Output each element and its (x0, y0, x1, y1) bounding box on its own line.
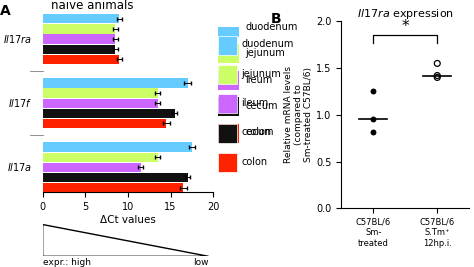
Bar (43, 99, 158, 108)
Bar (43, 78, 188, 88)
Bar (218, 153, 237, 172)
Bar (43, 152, 158, 162)
Text: colon: colon (246, 127, 272, 138)
Text: colon: colon (241, 157, 267, 167)
Bar (43, 45, 115, 54)
Text: duodenum: duodenum (246, 22, 298, 32)
Point (433, 73, 441, 78)
Text: jejunum: jejunum (241, 69, 281, 79)
Bar (43, 119, 166, 128)
Bar (43, 183, 183, 192)
FancyBboxPatch shape (218, 44, 239, 63)
Text: *: * (401, 18, 409, 33)
FancyBboxPatch shape (218, 71, 239, 90)
Text: low: low (193, 258, 209, 267)
Bar (43, 55, 119, 64)
Bar (218, 36, 237, 54)
Text: naïve animals: naïve animals (51, 0, 134, 12)
Text: $\it{Il17ra}$: $\it{Il17ra}$ (3, 33, 32, 45)
Text: cecum: cecum (246, 101, 278, 111)
Point (369, 89, 377, 94)
Bar (43, 34, 115, 44)
Title: $\it{Il17ra}$ expression: $\it{Il17ra}$ expression (357, 7, 454, 21)
Text: A: A (0, 5, 11, 18)
Bar (43, 173, 188, 182)
Bar (43, 109, 175, 118)
Bar (43, 163, 141, 172)
Bar (43, 88, 158, 98)
Text: cecum: cecum (241, 127, 273, 138)
Point (433, 75, 441, 80)
Point (369, 117, 377, 122)
Y-axis label: Relative mRNA levels
(compared to
Sm-treated C57BL/6): Relative mRNA levels (compared to Sm-tre… (283, 66, 313, 163)
Bar (218, 124, 237, 143)
Text: jejunum: jejunum (246, 48, 285, 58)
Text: duodenum: duodenum (241, 39, 293, 49)
Point (369, 129, 377, 134)
Text: $\it{Il17a}$: $\it{Il17a}$ (7, 161, 32, 173)
Bar (43, 14, 119, 23)
Text: ileum: ileum (246, 74, 273, 85)
Bar (218, 94, 237, 113)
X-axis label: ΔCt values: ΔCt values (100, 215, 156, 225)
Bar (218, 65, 237, 84)
FancyBboxPatch shape (218, 97, 239, 116)
Text: ileum: ileum (241, 98, 268, 108)
Bar (43, 143, 192, 152)
FancyBboxPatch shape (218, 18, 239, 37)
Text: B: B (271, 12, 282, 26)
FancyBboxPatch shape (218, 124, 239, 143)
Point (433, 61, 441, 65)
Text: $\it{Il17f}$: $\it{Il17f}$ (8, 97, 32, 109)
Bar (43, 24, 115, 34)
Text: expr.: high: expr.: high (43, 258, 91, 267)
